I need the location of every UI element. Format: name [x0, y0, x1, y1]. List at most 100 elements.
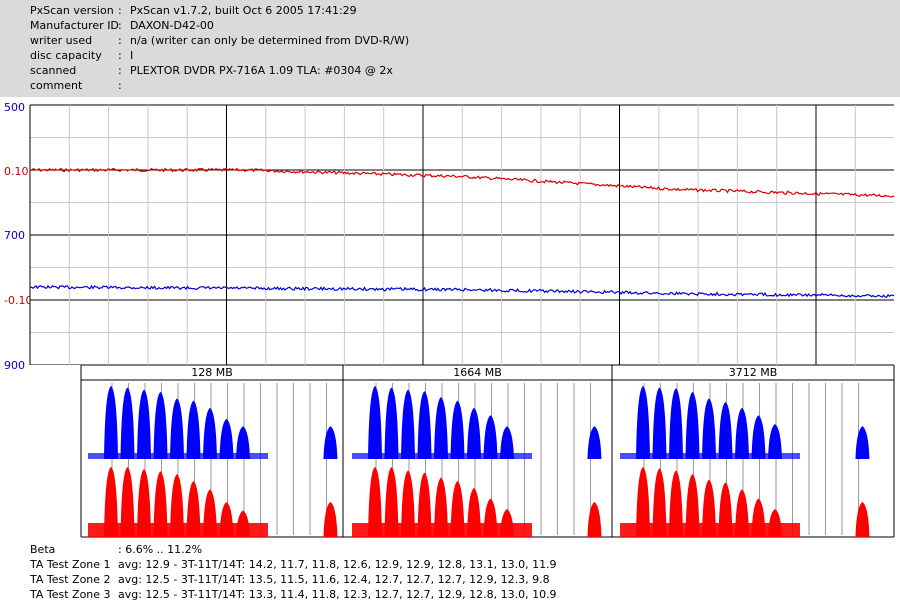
ta-blue-peak	[323, 426, 338, 459]
ta-blue-peak	[186, 400, 201, 459]
info-colon: :	[118, 19, 122, 32]
ta-blue-peak	[718, 402, 733, 459]
result-value: : 6.6% .. 11.2%	[118, 543, 203, 556]
zone-label: 1664 MB	[453, 366, 502, 379]
jitter-beta-chart	[29, 104, 895, 365]
ta-red-peak	[323, 502, 338, 537]
info-label: writer used	[30, 34, 93, 47]
scan-info-header: PxScan version : PxScan v1.7.2, built Oc…	[0, 0, 900, 97]
info-label: Manufacturer ID	[30, 19, 119, 32]
ta-blue-peak	[855, 426, 870, 459]
ta-red-peak	[652, 468, 667, 537]
ta-blue-peak	[120, 387, 135, 459]
zone-label: 128 MB	[191, 366, 233, 379]
info-value: PxScan v1.7.2, built Oct 6 2005 17:41:29	[130, 4, 357, 17]
ta-blue-peak	[434, 396, 448, 459]
info-colon: :	[118, 34, 122, 47]
info-value: DAXON-D42-00	[130, 19, 214, 32]
ta-red-base	[88, 523, 268, 537]
info-colon: :	[118, 64, 122, 77]
ta-red-peak	[702, 479, 716, 537]
result-label: Beta	[30, 543, 56, 556]
ta-red-peak	[685, 474, 700, 537]
ta-red-peak	[587, 502, 602, 537]
ta-bars	[88, 386, 870, 537]
ta-red-peak	[401, 470, 415, 537]
ta-blue-peak	[104, 386, 118, 459]
ta-blue-peak	[467, 407, 481, 459]
ta-histogram-area	[80, 365, 895, 538]
ta-red-base	[620, 523, 800, 537]
ta-blue-peak	[500, 426, 514, 459]
jitter-series-line	[29, 284, 895, 299]
y-axis-label: 500	[4, 101, 25, 114]
ta-blue-peak	[751, 415, 766, 459]
info-colon: :	[118, 49, 122, 62]
info-label: PxScan version	[30, 4, 114, 17]
info-value: I	[130, 49, 134, 62]
beta-series-line	[29, 167, 895, 198]
y-axis-label: 900	[4, 359, 25, 372]
y-axis-label: -0.10	[4, 294, 33, 307]
info-row-scanned: scanned : PLEXTOR DVDR PX-716A 1.09 TLA:…	[0, 63, 900, 78]
ta-blue-peak	[450, 400, 465, 459]
ta-red-peak	[153, 471, 168, 537]
ta-red-peak	[170, 474, 184, 537]
ta-blue-peak	[685, 391, 700, 459]
info-value: PLEXTOR DVDR PX-716A 1.09 TLA: #0304 @ 2…	[130, 64, 393, 77]
y-axis-label: 0.10	[4, 165, 29, 178]
ta-red-peak	[417, 472, 432, 537]
ta-blue-peak	[368, 386, 382, 459]
info-row-capacity: disc capacity : I	[0, 48, 900, 63]
info-row-writer: writer used : n/a (writer can only be de…	[0, 33, 900, 48]
ta-red-peak	[384, 467, 399, 537]
ta-red-peak	[434, 477, 448, 537]
info-row-version: PxScan version : PxScan v1.7.2, built Oc…	[0, 3, 900, 18]
ta-red-peak	[120, 467, 135, 537]
result-label: TA Test Zone 1	[30, 558, 111, 571]
info-colon: :	[118, 4, 122, 17]
ta-red-peak	[368, 467, 382, 537]
ta-blue-peak	[219, 418, 234, 459]
info-value: n/a (writer can only be determined from …	[130, 34, 410, 47]
ta-red-peak	[855, 502, 870, 537]
ta-blue-peak	[401, 389, 415, 459]
ta-blue-peak	[735, 407, 749, 459]
ta-blue-peak	[417, 391, 432, 459]
ta-blue-peak	[652, 387, 667, 459]
result-value: avg: 12.5 - 3T-11T/14T: 13.5, 11.5, 11.6…	[118, 573, 550, 586]
info-label: scanned	[30, 64, 77, 77]
chart-grid	[29, 104, 894, 365]
zone-label: 3712 MB	[728, 366, 778, 379]
ta-blue-peak	[483, 415, 498, 459]
ta-blue-base	[88, 453, 268, 459]
ta-red-peak	[636, 467, 650, 537]
ta-blue-peak	[768, 423, 782, 459]
result-label: TA Test Zone 2	[30, 573, 111, 586]
ta-blue-peak	[702, 398, 716, 459]
ta-blue-peak	[153, 391, 168, 459]
ta-blue-peak	[587, 426, 602, 459]
ta-blue-peak	[669, 388, 683, 459]
ta-blue-base	[352, 453, 532, 459]
result-value: avg: 12.9 - 3T-11T/14T: 14.2, 11.7, 11.8…	[118, 558, 557, 571]
result-value: avg: 12.5 - 3T-11T/14T: 13.3, 11.4, 11.8…	[118, 588, 557, 601]
info-row-manufacturer: Manufacturer ID : DAXON-D42-00	[0, 18, 900, 33]
ta-blue-peak	[636, 386, 650, 459]
ta-red-peak	[104, 467, 118, 537]
ta-blue-peak	[384, 387, 399, 459]
ta-red-peak	[137, 469, 151, 537]
y-axis-label: 700	[4, 229, 25, 242]
ta-red-base	[352, 523, 532, 537]
ta-blue-peak	[137, 389, 151, 459]
ta-blue-base	[620, 453, 800, 459]
info-label: disc capacity	[30, 49, 102, 62]
ta-blue-peak	[203, 407, 217, 459]
result-label: TA Test Zone 3	[30, 588, 111, 601]
info-colon: :	[118, 79, 122, 92]
ta-blue-peak	[170, 398, 184, 459]
info-row-comment: comment :	[0, 78, 900, 93]
info-label: comment	[30, 79, 83, 92]
ta-red-peak	[669, 470, 683, 537]
ta-blue-peak	[236, 426, 250, 459]
